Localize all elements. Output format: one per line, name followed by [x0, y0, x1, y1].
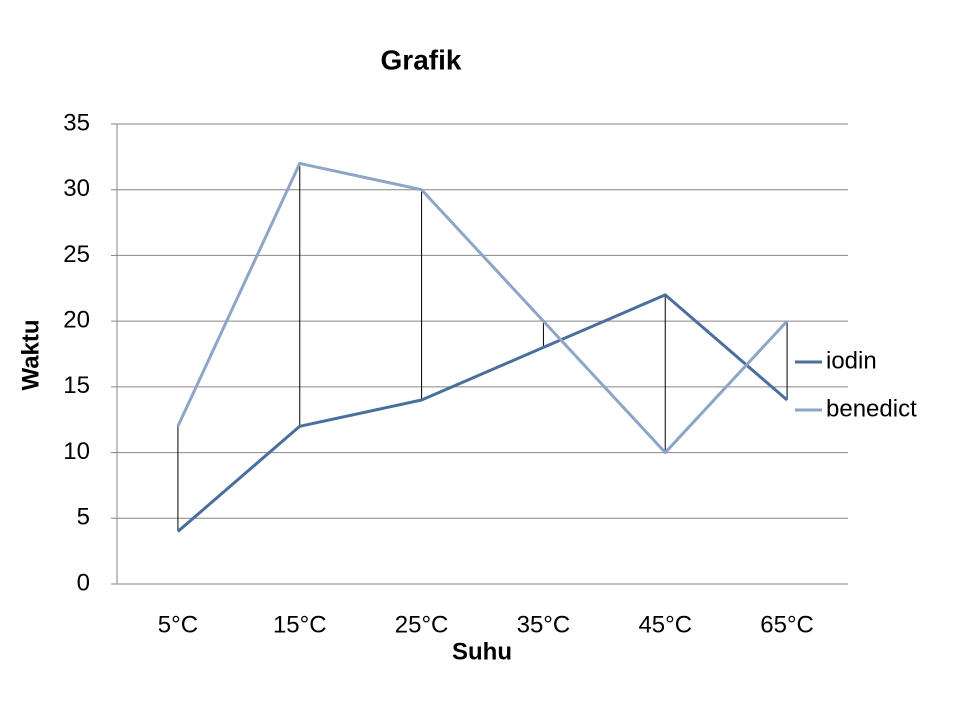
- y-tick-label: 25: [63, 241, 90, 268]
- y-tick-label: 35: [63, 109, 90, 136]
- chart-title: Grafik: [381, 44, 462, 75]
- line-series: [176, 161, 789, 455]
- y-tick-label: 10: [63, 438, 90, 465]
- line-series: [176, 293, 789, 533]
- x-tick-label: 45°C: [638, 611, 692, 638]
- legend-label: iodin: [826, 347, 877, 374]
- x-tick-label: 35°C: [517, 611, 571, 638]
- y-tick-label: 15: [63, 372, 90, 399]
- x-tick-label: 15°C: [273, 611, 327, 638]
- x-tick-label: 5°C: [158, 611, 198, 638]
- x-tick-label: 65°C: [760, 611, 814, 638]
- legend-label: benedict: [826, 395, 917, 422]
- y-tick-label: 30: [63, 175, 90, 202]
- y-tick-label: 0: [77, 569, 90, 596]
- x-axis-label: Suhu: [452, 638, 512, 665]
- y-tick-label: 20: [63, 306, 90, 333]
- y-axis-label: Waktu: [17, 319, 44, 390]
- x-tick-label: 25°C: [395, 611, 449, 638]
- y-tick-label: 5: [77, 504, 90, 531]
